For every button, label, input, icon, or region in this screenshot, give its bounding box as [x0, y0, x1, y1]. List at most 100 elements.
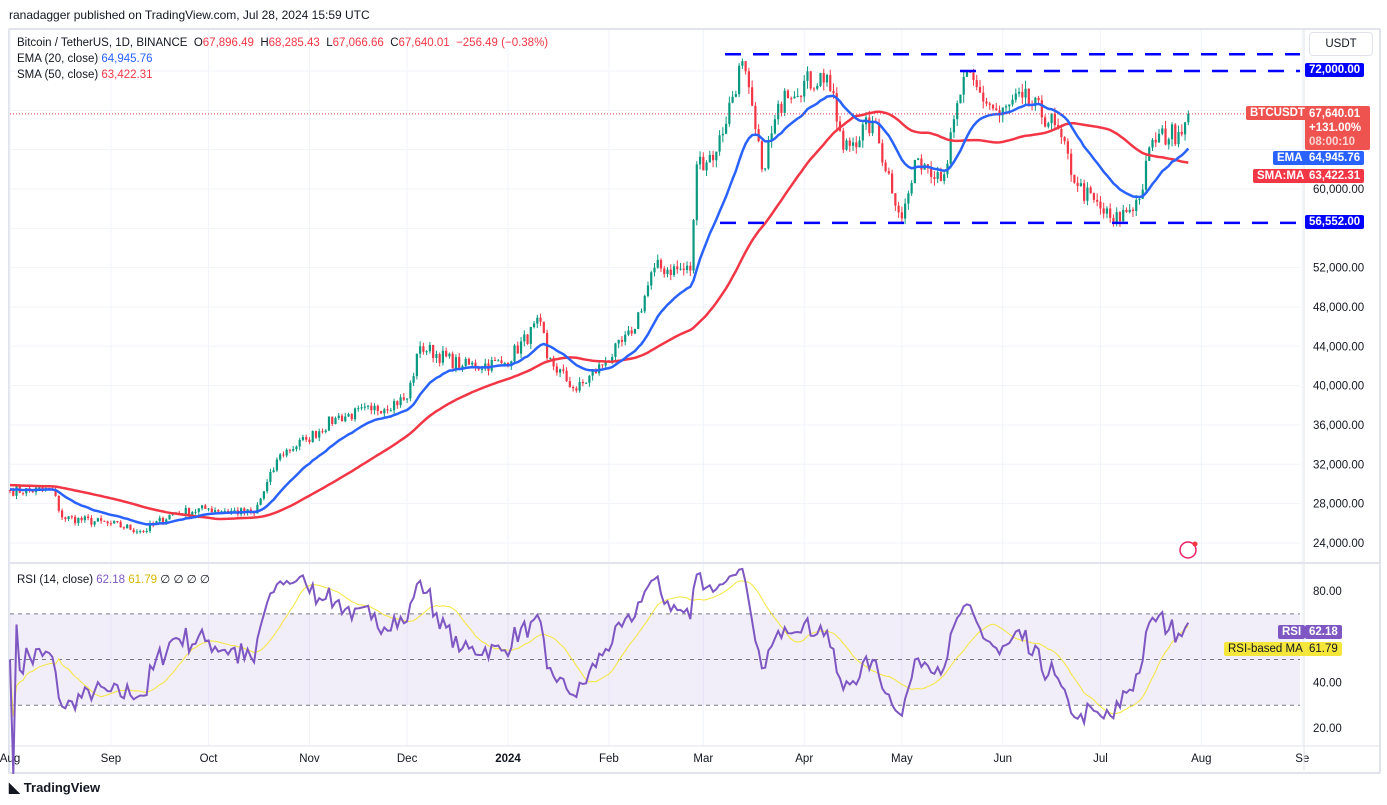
candle-body	[796, 95, 799, 97]
candle-body	[389, 410, 392, 412]
percent-change: +131.00%	[1309, 122, 1362, 134]
candle-body	[1122, 209, 1125, 222]
candle-body	[907, 193, 910, 204]
candle-body	[650, 272, 653, 286]
sma-legend[interactable]: SMA (50, close) 63,422.31	[17, 69, 153, 81]
candle-body	[93, 521, 96, 525]
candle-body	[767, 141, 770, 169]
candle-body	[503, 363, 506, 365]
candle-body	[256, 504, 259, 514]
change-value: −256.49 (−0.38%)	[456, 37, 549, 49]
candle-body	[279, 454, 282, 460]
last-price: 67,640.01	[1309, 108, 1361, 120]
candle-body	[858, 140, 861, 148]
candle-body	[848, 140, 851, 146]
candle-body	[1138, 198, 1141, 200]
tradingview-logo[interactable]: ◣ TradingView	[9, 779, 100, 796]
candle-body	[87, 516, 90, 518]
candle-body	[832, 90, 835, 94]
candle-body	[786, 90, 790, 99]
candle-body	[119, 521, 122, 528]
candle-body	[347, 414, 350, 417]
candle-body	[513, 345, 516, 362]
candle-body	[913, 159, 916, 183]
candle-body	[1157, 133, 1161, 143]
candle-body	[764, 168, 767, 170]
candle-body	[425, 351, 428, 353]
rsi-legend-label: RSI (14, close)	[17, 574, 94, 586]
candle-body	[158, 517, 161, 522]
candle-body	[60, 510, 64, 518]
candle-body	[721, 133, 724, 136]
candle-body	[412, 376, 415, 383]
candle-body	[1092, 193, 1096, 200]
candle-body	[21, 492, 25, 494]
candle-body	[262, 491, 265, 499]
candle-body	[54, 489, 57, 496]
price-tick-label: 48,000.00	[1313, 302, 1364, 314]
sma-axis-tag: SMA:MA	[1253, 169, 1309, 183]
candle-body	[15, 486, 18, 496]
candle-body	[1167, 139, 1170, 145]
candle-body	[337, 415, 340, 419]
candle-body	[1099, 201, 1102, 209]
candle-body	[627, 330, 630, 335]
candle-body	[1043, 117, 1047, 127]
chart-frame	[8, 28, 1381, 774]
rsi-legend[interactable]: RSI (14, close) 62.18 61.79 ∅ ∅ ∅ ∅	[17, 572, 210, 586]
time-axis-label: Aug	[0, 753, 20, 765]
candle-body	[311, 431, 314, 442]
candle-body	[1144, 160, 1148, 190]
candle-body	[676, 266, 679, 270]
candle-body	[640, 311, 643, 313]
candle-body	[135, 531, 139, 533]
candle-body	[379, 410, 383, 414]
candle-body	[738, 65, 741, 95]
candle-body	[1060, 129, 1063, 138]
candle-body	[132, 529, 135, 533]
candle-body	[57, 495, 60, 511]
candle-body	[519, 341, 523, 354]
candle-body	[74, 516, 77, 524]
candle-body	[770, 133, 773, 142]
candle-body	[725, 123, 728, 134]
candle-body	[975, 80, 978, 87]
candle-body	[773, 119, 777, 134]
published-by: ranadagger published on TradingView.com,…	[9, 8, 370, 22]
candle-body	[204, 505, 207, 509]
candle-body	[1131, 209, 1135, 212]
candle-body	[77, 517, 80, 524]
candle-body	[1073, 174, 1076, 183]
candle-body	[708, 154, 711, 163]
candle-body	[842, 130, 845, 150]
candle-body	[572, 387, 575, 389]
rsi-tick-label: 20.00	[1313, 723, 1342, 735]
candle-body	[12, 490, 15, 496]
candle-body	[624, 334, 627, 342]
candle-body	[103, 520, 106, 522]
candle-body	[321, 431, 324, 433]
last-price-label: 67,640.01 +131.00% 08:00:10	[1305, 106, 1370, 150]
ema-legend[interactable]: EMA (20, close) 64,945.76	[17, 53, 153, 65]
candle-body	[467, 358, 471, 365]
candle-body	[142, 531, 145, 533]
candle-body	[679, 268, 682, 270]
ema-legend-label: EMA (20, close)	[17, 53, 99, 65]
candle-body	[471, 362, 474, 365]
tradingview-brand: TradingView	[23, 780, 101, 795]
candle-body	[539, 317, 542, 322]
candle-body	[285, 449, 288, 456]
candle-body	[38, 487, 41, 489]
candle-body	[1083, 183, 1086, 201]
candle-body	[633, 328, 637, 334]
candle-body	[100, 518, 103, 521]
candle-body	[591, 370, 594, 376]
candle-body	[360, 407, 363, 409]
candle-body	[884, 162, 887, 172]
candle-body	[604, 361, 607, 366]
candle-body	[305, 437, 308, 440]
currency-button[interactable]: USDT	[1309, 32, 1373, 56]
candle-body	[728, 102, 731, 124]
candle-body	[435, 354, 438, 359]
